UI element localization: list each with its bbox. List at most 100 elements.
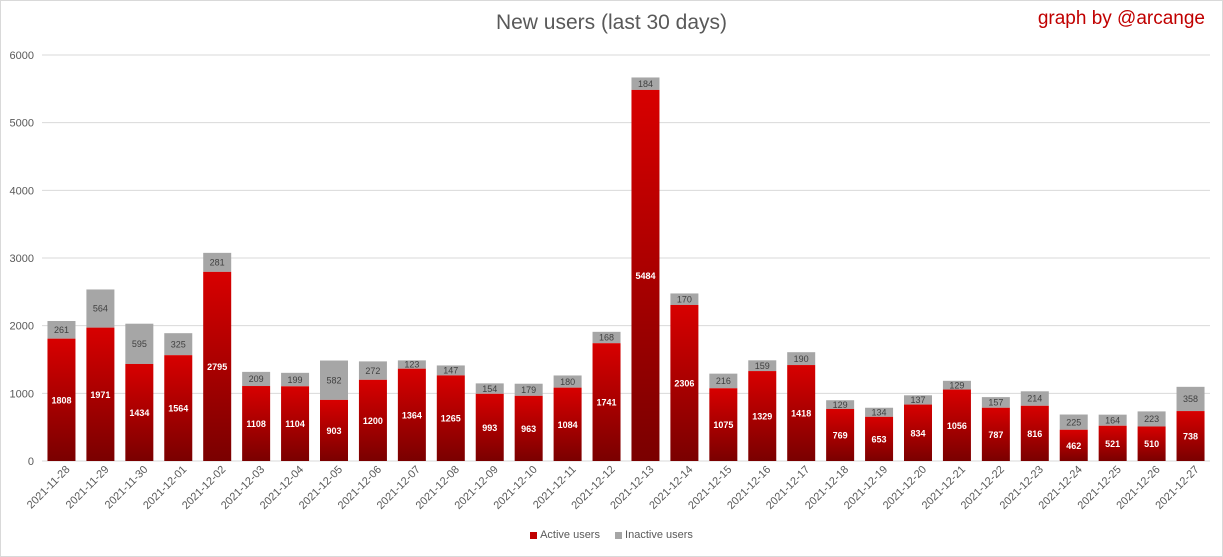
bar-inactive (670, 293, 699, 305)
data-label-active: 1808 (51, 395, 71, 405)
data-label-inactive: 179 (521, 385, 536, 395)
data-label-active: 521 (1105, 439, 1120, 449)
legend-item-inactive: Inactive users (615, 529, 693, 541)
data-label-inactive: 154 (482, 384, 497, 394)
data-label-inactive: 159 (755, 361, 770, 371)
bar-inactive (1137, 411, 1166, 427)
bar-active (1098, 425, 1127, 461)
y-tick-label: 0 (28, 456, 34, 468)
data-label-inactive: 134 (872, 407, 887, 417)
data-label-active: 738 (1183, 432, 1198, 442)
bar-active (942, 389, 971, 461)
data-label-inactive: 199 (288, 375, 303, 385)
y-tick-label: 6000 (10, 50, 34, 62)
data-label-active: 1364 (402, 410, 422, 420)
bar-active (164, 355, 193, 461)
data-label-active: 1329 (752, 412, 772, 422)
y-tick-label: 5000 (10, 118, 34, 130)
bar-active (320, 399, 348, 461)
bar-active (358, 379, 387, 461)
bar-active (981, 407, 1010, 461)
bar-inactive (592, 331, 621, 344)
bar-inactive (748, 360, 777, 372)
data-label-inactive: 272 (365, 366, 380, 376)
data-label-inactive: 147 (443, 366, 458, 376)
data-label-inactive: 564 (93, 304, 108, 314)
bar-active (475, 393, 504, 461)
data-label-inactive: 281 (210, 258, 225, 268)
bar-inactive (397, 360, 426, 369)
data-label-inactive: 184 (638, 79, 653, 89)
data-label-active: 834 (910, 428, 925, 438)
legend-item-active: Active users (530, 529, 600, 541)
data-label-inactive: 123 (404, 360, 419, 370)
data-label-inactive: 216 (716, 376, 731, 386)
data-label-active: 903 (326, 426, 341, 436)
data-label-inactive: 261 (54, 325, 69, 335)
bar-active (397, 368, 426, 461)
data-label-inactive: 214 (1027, 394, 1042, 404)
data-label-inactive: 164 (1105, 415, 1120, 425)
bar-inactive (787, 352, 816, 366)
bar-inactive (242, 371, 271, 387)
chart-title: New users (last 30 days) (495, 11, 728, 34)
data-label-active: 816 (1027, 429, 1042, 439)
data-label-active: 769 (833, 430, 848, 440)
bar-active (203, 271, 232, 461)
bar-inactive (1020, 391, 1049, 406)
bar-active (1176, 411, 1205, 461)
bar-inactive (709, 373, 738, 389)
bar-inactive (631, 77, 660, 90)
data-label-active: 963 (521, 424, 536, 434)
bar-inactive (86, 289, 115, 328)
data-label-inactive: 157 (988, 398, 1003, 408)
data-label-active: 1056 (947, 421, 967, 431)
legend-swatch-active (530, 531, 538, 539)
data-label-active: 1434 (129, 408, 149, 418)
data-label-active: 1564 (168, 404, 188, 414)
bar-inactive (475, 383, 504, 394)
data-label-inactive: 223 (1144, 414, 1159, 424)
bar-active (436, 375, 465, 461)
bar-active (281, 386, 310, 461)
bar-active (904, 404, 932, 461)
data-label-active: 2306 (674, 378, 694, 388)
bar-inactive (1176, 386, 1205, 412)
bar-active (1137, 426, 1166, 461)
bar-active (1059, 429, 1088, 461)
data-label-active: 510 (1144, 439, 1159, 449)
data-label-inactive: 170 (677, 294, 692, 304)
y-tick-label: 4000 (10, 185, 34, 197)
y-tick-label: 2000 (10, 321, 34, 333)
data-label-inactive: 190 (794, 354, 809, 364)
legend-label-inactive: Inactive users (625, 529, 693, 541)
data-label-active: 1971 (90, 390, 110, 400)
data-label-inactive: 129 (833, 400, 848, 410)
data-label-inactive: 595 (132, 339, 147, 349)
data-label-active: 1104 (285, 419, 305, 429)
data-label-inactive: 225 (1066, 417, 1081, 427)
bar-active (514, 395, 543, 461)
data-label-active: 1084 (558, 420, 578, 430)
data-label-active: 1200 (363, 416, 383, 426)
bar-active (826, 408, 855, 461)
data-label-active: 462 (1066, 441, 1081, 451)
data-label-inactive: 582 (326, 375, 341, 385)
data-label-active: 1418 (791, 409, 811, 419)
chart-credit: graph by @arcange (1037, 8, 1205, 29)
bar-inactive (553, 375, 582, 388)
legend-label-active: Active users (540, 529, 600, 541)
bar-inactive (281, 372, 310, 387)
data-label-inactive: 137 (910, 395, 925, 405)
bar-active (553, 387, 582, 461)
bar-inactive (320, 360, 348, 400)
bar-inactive (436, 365, 465, 376)
bar-inactive (203, 252, 232, 272)
bar-inactive (1098, 414, 1127, 426)
bar-active (242, 386, 271, 461)
bar-active (631, 89, 660, 461)
data-label-inactive: 180 (560, 377, 575, 387)
data-label-inactive: 209 (249, 374, 264, 384)
bar-active (709, 388, 738, 461)
